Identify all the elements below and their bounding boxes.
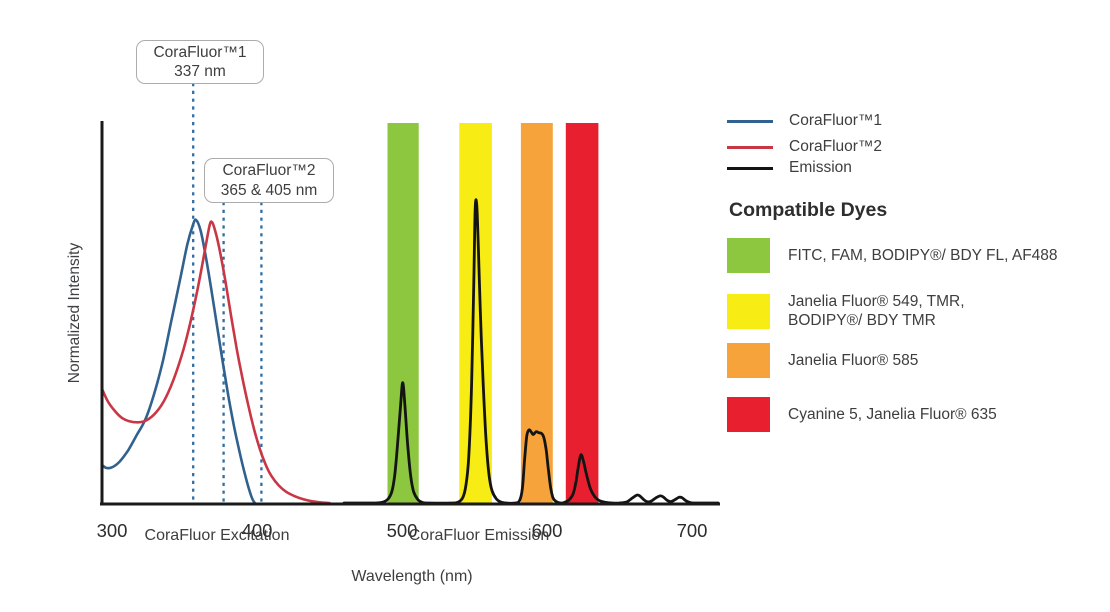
legend-label: Emission: [789, 159, 852, 176]
dye-label-line2: BODIPY®/ BDY TMR: [788, 312, 936, 329]
legend-item-corafluor2: CoraFluor™2: [727, 137, 882, 157]
dye-item-green: FITC, FAM, BODIPY®/ BDY FL, AF488: [727, 238, 1058, 273]
filter-band: [387, 123, 419, 505]
legend-item-corafluor1: CoraFluor™1: [727, 111, 882, 131]
dye-label: Janelia Fluor® 585: [788, 352, 919, 369]
filter-band: [565, 123, 599, 505]
callout-title: CoraFluor™2: [222, 162, 316, 179]
x-axis-label: Wavelength (nm): [351, 568, 473, 585]
dye-item-yellow: Janelia Fluor® 549, TMR, BODIPY®/ BDY TMR: [727, 292, 965, 330]
dye-label: Janelia Fluor® 549, TMR,: [788, 293, 965, 310]
x-tick-label: 300: [97, 520, 128, 541]
dye-item-orange: Janelia Fluor® 585: [727, 343, 918, 378]
line-swatch-icon: [727, 119, 773, 123]
x-tick-label: 600: [532, 520, 563, 541]
emission-section-label: CoraFluor Emission: [408, 527, 550, 544]
x-tick-label: 400: [242, 520, 273, 541]
legend-label: CoraFluor™1: [789, 112, 883, 129]
x-tick-label: 500: [387, 520, 418, 541]
color-swatch: [727, 343, 770, 378]
dye-label: FITC, FAM, BODIPY®/ BDY FL, AF488: [788, 247, 1058, 264]
compatible-dyes-heading: Compatible Dyes: [729, 199, 888, 221]
x-tick-label: 700: [677, 520, 708, 541]
line-swatch-icon: [727, 145, 773, 149]
series-corafluor1: [100, 218, 257, 505]
dye-label: Cyanine 5, Janelia Fluor® 635: [788, 406, 997, 423]
color-swatch: [727, 293, 770, 329]
legend-item-emission: Emission: [727, 158, 852, 178]
callout-value: 365 & 405 nm: [220, 181, 318, 199]
callout-title: CoraFluor™1: [153, 43, 247, 61]
y-axis-label: Normalized Intensity: [66, 242, 83, 384]
series-corafluor2: [100, 220, 331, 505]
excitation-section-label: CoraFluor Excitation: [144, 527, 290, 544]
callout-box-corafluor1: CoraFluor™1 337 nm: [136, 40, 264, 84]
callout-box-corafluor2: CoraFluor™2 365 & 405 nm: [204, 158, 334, 203]
line-swatch-icon: [727, 166, 773, 170]
color-swatch: [727, 397, 770, 432]
legend-label: CoraFluor™2: [789, 138, 883, 155]
color-swatch: [727, 238, 770, 273]
callout-value: 337 nm: [174, 63, 226, 80]
dye-item-red: Cyanine 5, Janelia Fluor® 635: [727, 397, 997, 432]
